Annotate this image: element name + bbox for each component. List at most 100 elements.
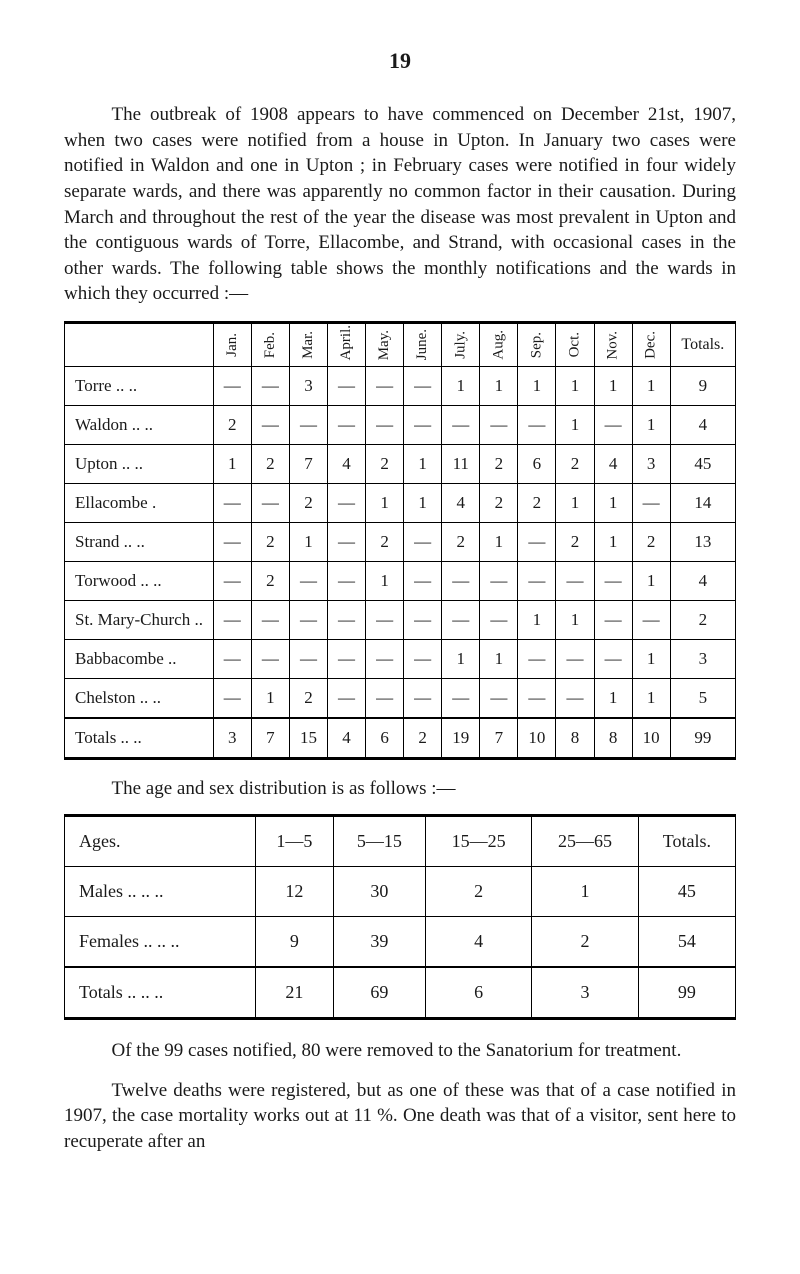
ward-cell: 1: [594, 523, 632, 562]
ward-row-total: 5: [670, 679, 735, 719]
totals-cell: 19: [442, 718, 480, 759]
ward-cell: 4: [594, 445, 632, 484]
month-header: Nov.: [594, 323, 632, 367]
ward-cell: —: [518, 562, 556, 601]
table-row: Females .. .. ..9394254: [65, 917, 736, 968]
age-header: 5—15: [333, 816, 425, 867]
age-totals-cell: 3: [532, 967, 638, 1019]
ward-cell: 2: [289, 679, 327, 719]
page: 19 The outbreak of 1908 appears to have …: [0, 0, 800, 1229]
ward-cell: 3: [632, 445, 670, 484]
ward-cell: —: [442, 406, 480, 445]
ward-cell: —: [442, 679, 480, 719]
ward-cell: —: [366, 640, 404, 679]
age-totals-cell: 21: [256, 967, 334, 1019]
wards-table-body: Torre .. ..——3———1111119Waldon .. ..2———…: [65, 367, 736, 759]
ward-label: St. Mary-Church ..: [65, 601, 214, 640]
ward-row-total: 13: [670, 523, 735, 562]
table-totals-row: Totals .. .. ..21696399: [65, 967, 736, 1019]
ward-cell: —: [480, 562, 518, 601]
age-cell: 39: [333, 917, 425, 968]
ward-cell: 1: [632, 367, 670, 406]
table-row: Torre .. ..——3———1111119: [65, 367, 736, 406]
ward-cell: —: [366, 367, 404, 406]
ward-cell: 1: [556, 601, 594, 640]
ward-cell: 1: [632, 679, 670, 719]
age-table-body: Males .. .. ..12302145Females .. .. ..93…: [65, 867, 736, 1019]
ward-cell: —: [213, 601, 251, 640]
ward-cell: 2: [556, 523, 594, 562]
age-totals-cell: 6: [425, 967, 531, 1019]
ward-cell: —: [327, 679, 365, 719]
ward-cell: —: [327, 640, 365, 679]
month-header: April.: [327, 323, 365, 367]
ward-cell: —: [442, 562, 480, 601]
totals-cell: 6: [366, 718, 404, 759]
ward-label: Waldon .. ..: [65, 406, 214, 445]
table-row: Babbacombe ..——————11———13: [65, 640, 736, 679]
month-header: Aug.: [480, 323, 518, 367]
paragraph-sanatorium: Of the 99 cases notified, 80 were remove…: [64, 1038, 736, 1064]
ward-cell: 1: [594, 367, 632, 406]
ward-label: Strand .. ..: [65, 523, 214, 562]
ward-cell: —: [556, 640, 594, 679]
age-totals-cell: 69: [333, 967, 425, 1019]
ward-cell: 1: [518, 601, 556, 640]
wards-table: Jan. Feb. Mar. April. May. June. July. A…: [64, 321, 736, 760]
ward-cell: 4: [442, 484, 480, 523]
totals-header: Totals.: [670, 323, 735, 367]
ward-cell: 7: [289, 445, 327, 484]
table-row: Males .. .. ..12302145: [65, 867, 736, 917]
ward-cell: —: [213, 640, 251, 679]
age-row-label: Males .. .. ..: [65, 867, 256, 917]
ward-cell: —: [327, 562, 365, 601]
ward-cell: —: [480, 679, 518, 719]
ward-label: Chelston .. ..: [65, 679, 214, 719]
ward-cell: —: [213, 523, 251, 562]
ward-cell: 1: [366, 562, 404, 601]
ward-cell: —: [404, 406, 442, 445]
ward-row-total: 14: [670, 484, 735, 523]
ward-cell: 2: [480, 445, 518, 484]
table-row: Strand .. ..—21—2—21—21213: [65, 523, 736, 562]
ward-cell: 2: [556, 445, 594, 484]
ward-cell: —: [632, 484, 670, 523]
ward-cell: 11: [442, 445, 480, 484]
ward-cell: —: [251, 367, 289, 406]
ward-cell: 2: [518, 484, 556, 523]
ward-cell: —: [366, 601, 404, 640]
age-header: 1—5: [256, 816, 334, 867]
month-header: Mar.: [289, 323, 327, 367]
ward-cell: 1: [556, 367, 594, 406]
ward-cell: —: [289, 562, 327, 601]
totals-cell: 7: [480, 718, 518, 759]
age-cell: 45: [638, 867, 735, 917]
age-cell: 54: [638, 917, 735, 968]
ward-cell: —: [366, 679, 404, 719]
age-cell: 12: [256, 867, 334, 917]
totals-cell: 8: [556, 718, 594, 759]
ward-cell: —: [251, 406, 289, 445]
age-totals-label: Totals .. .. ..: [65, 967, 256, 1019]
age-table-head: Ages. 1—5 5—15 15—25 25—65 Totals.: [65, 816, 736, 867]
ward-cell: —: [480, 406, 518, 445]
ward-cell: 2: [251, 445, 289, 484]
age-cell: 9: [256, 917, 334, 968]
totals-cell: 8: [594, 718, 632, 759]
ward-cell: —: [518, 406, 556, 445]
ward-row-total: 4: [670, 562, 735, 601]
ward-cell: 1: [632, 406, 670, 445]
grand-total: 99: [670, 718, 735, 759]
ward-row-total: 9: [670, 367, 735, 406]
ward-cell: 2: [366, 445, 404, 484]
month-header: July.: [442, 323, 480, 367]
age-cell: 1: [532, 867, 638, 917]
paragraph-deaths: Twelve deaths were registered, but as on…: [64, 1078, 736, 1155]
ward-cell: —: [404, 523, 442, 562]
table-row: Waldon .. ..2————————1—14: [65, 406, 736, 445]
ward-cell: 2: [289, 484, 327, 523]
ward-cell: 1: [518, 367, 556, 406]
ward-cell: 2: [366, 523, 404, 562]
totals-cell: 4: [327, 718, 365, 759]
ward-cell: —: [366, 406, 404, 445]
